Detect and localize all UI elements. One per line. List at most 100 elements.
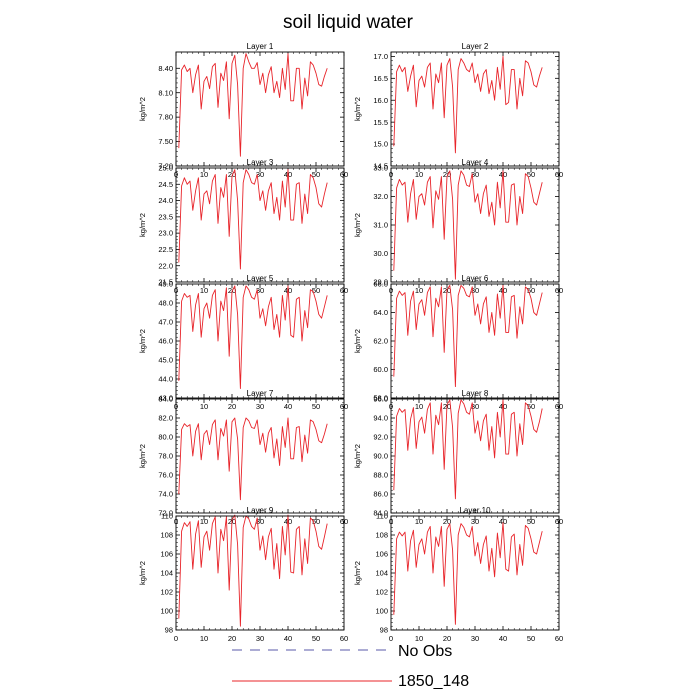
panel-layer-8: Layer 8kg/m^20 10 20 30 40 50 6084.086.088.090… — [353, 389, 563, 526]
xtick-label-layer-8-10: 10 — [415, 517, 423, 526]
xtick-label-layer-8-20: 20 — [443, 517, 451, 526]
plot-frame-layer-8 — [390, 398, 560, 514]
ytick-label-layer-2-3: 16.0 — [373, 96, 388, 105]
ytick-label-layer-5-1: 44.0 — [158, 375, 173, 384]
ytick-label-layer-9-0: 98 — [165, 626, 173, 635]
xtick-label-layer-3-10: 10 — [200, 286, 208, 295]
ytick-label-layer-4-2: 31.0 — [373, 221, 388, 230]
ytick-label-layer-3-2: 22.5 — [158, 245, 173, 254]
ytick-label-layer-3-7: 25.0 — [158, 164, 173, 173]
panel-layer-3: Layer 3kg/m^20 10 20 30 40 50 6021.522.022.523… — [138, 158, 348, 295]
ytick-label-layer-3-3: 23.0 — [158, 229, 173, 238]
series-line-layer-4-0 — [393, 170, 543, 280]
panel-title-layer-2: Layer 2 — [462, 42, 489, 51]
ytick-label-layer-9-1: 100 — [160, 607, 173, 616]
xtick-label-layer-7-10: 10 — [200, 517, 208, 526]
ytick-label-layer-5-6: 49.0 — [158, 280, 173, 289]
xtick-label-layer-9-0: 0 — [174, 634, 178, 643]
panel-title-layer-3: Layer 3 — [247, 158, 274, 167]
ytick-label-layer-7-2: 76.0 — [158, 471, 173, 480]
ytick-label-layer-5-0: 43.0 — [158, 394, 173, 403]
panel-title-layer-9: Layer 9 — [247, 506, 274, 515]
ylabel-layer-4: kg/m^2 — [353, 213, 362, 237]
xtick-label-layer-9-30: 30 — [256, 634, 264, 643]
xtick-label-layer-2-50: 50 — [527, 170, 535, 179]
xtick-label-layer-10-30: 30 — [471, 634, 479, 643]
ytick-label-layer-8-0: 84.0 — [373, 509, 388, 518]
ytick-label-layer-1-1: 7.50 — [158, 137, 173, 146]
series-line-layer-7-0 — [178, 417, 328, 501]
ytick-label-layer-2-2: 15.5 — [373, 118, 388, 127]
xtick-label-layer-8-40: 40 — [499, 517, 507, 526]
xtick-label-layer-7-30: 30 — [256, 517, 264, 526]
ytick-label-layer-2-1: 15.0 — [373, 140, 388, 149]
xtick-label-layer-6-10: 10 — [415, 402, 423, 411]
plot-frame-layer-10 — [390, 515, 560, 631]
ytick-label-layer-10-0: 98 — [380, 626, 388, 635]
ytick-label-layer-2-4: 16.5 — [373, 74, 388, 83]
xtick-label-layer-1-50: 50 — [312, 170, 320, 179]
ytick-label-layer-6-1: 60.0 — [373, 365, 388, 374]
series-line-layer-8-0 — [393, 399, 543, 500]
ytick-label-layer-5-5: 48.0 — [158, 299, 173, 308]
ytick-label-layer-10-2: 102 — [375, 588, 388, 597]
ytick-label-layer-3-1: 22.0 — [158, 261, 173, 270]
plot-frame-layer-5 — [175, 283, 345, 399]
series-line-layer-3-0 — [178, 169, 328, 270]
xtick-label-layer-3-30: 30 — [256, 286, 264, 295]
ylabel-layer-8: kg/m^2 — [353, 444, 362, 468]
ytick-label-layer-8-5: 94.0 — [373, 414, 388, 423]
ytick-label-layer-1-2: 7.80 — [158, 113, 173, 122]
xtick-label-layer-9-50: 50 — [312, 634, 320, 643]
xtick-label-layer-10-20: 20 — [443, 634, 451, 643]
ytick-label-layer-1-4: 8.40 — [158, 64, 173, 73]
xtick-label-layer-4-50: 50 — [527, 286, 535, 295]
xtick-label-layer-9-60: 60 — [340, 634, 348, 643]
panel-title-layer-5: Layer 5 — [247, 274, 274, 283]
series-line-layer-2-0 — [393, 55, 543, 154]
xtick-label-layer-10-40: 40 — [499, 634, 507, 643]
ytick-label-layer-7-1: 74.0 — [158, 490, 173, 499]
series-line-layer-9-0 — [178, 514, 328, 627]
xtick-label-layer-2-30: 30 — [471, 170, 479, 179]
xtick-label-layer-5-10: 10 — [200, 402, 208, 411]
ylabel-layer-7: kg/m^2 — [138, 444, 147, 468]
ytick-label-layer-9-4: 106 — [160, 550, 173, 559]
xtick-label-layer-1-20: 20 — [228, 170, 236, 179]
panels-grid: Layer 1kg/m^20 10 20 30 40 50 607.207.507.808.… — [138, 42, 563, 643]
ytick-label-layer-4-0: 29.0 — [373, 278, 388, 287]
ytick-label-layer-3-0: 21.5 — [158, 278, 173, 287]
panel-layer-5: Layer 5kg/m^20 10 20 30 40 50 6043.044.045.046… — [138, 274, 348, 411]
ytick-label-layer-2-5: 17.0 — [373, 52, 388, 61]
panel-layer-9: Layer 9 kg/m^2 0 10 20 30 40 50 60 98 100 102 104 106… — [138, 506, 348, 643]
series-line-layer-10-0 — [393, 522, 543, 625]
xtick-label-layer-7-50: 50 — [312, 517, 320, 526]
ytick-label-layer-7-0: 72.0 — [158, 509, 173, 518]
ytick-label-layer-3-6: 24.5 — [158, 180, 173, 189]
ytick-label-layer-8-3: 90.0 — [373, 452, 388, 461]
xtick-label-layer-3-50: 50 — [312, 286, 320, 295]
panel-title-layer-4: Layer 4 — [462, 158, 489, 167]
ylabel-layer-10: kg/m^2 — [353, 561, 362, 585]
ytick-label-layer-6-2: 62.0 — [373, 337, 388, 346]
ytick-label-layer-9-2: 102 — [160, 588, 173, 597]
ytick-label-layer-10-6: 110 — [376, 512, 388, 521]
panel-layer-2: Layer 2kg/m^20 10 20 30 40 50 6014.515.015.516… — [353, 42, 563, 179]
panel-title-layer-7: Layer 7 — [247, 389, 274, 398]
ytick-label-layer-8-6: 96.0 — [373, 395, 388, 404]
xtick-label-layer-8-50: 50 — [527, 517, 535, 526]
xtick-label-layer-6-30: 30 — [471, 402, 479, 411]
ytick-label-layer-10-4: 106 — [375, 550, 388, 559]
ytick-label-layer-8-4: 92.0 — [373, 433, 388, 442]
xtick-label-layer-3-20: 20 — [228, 286, 236, 295]
ytick-label-layer-10-1: 100 — [375, 607, 388, 616]
xtick-label-layer-10-0: 0 — [389, 634, 393, 643]
ytick-label-layer-6-0: 58.0 — [373, 394, 388, 403]
xtick-label-layer-5-40: 40 — [284, 402, 292, 411]
xtick-label-layer-8-30: 30 — [471, 517, 479, 526]
xtick-label-layer-5-30: 30 — [256, 402, 264, 411]
series-line-layer-6-0 — [393, 284, 543, 388]
ytick-label-layer-7-6: 84.0 — [158, 395, 173, 404]
xtick-label-layer-9-20: 20 — [228, 634, 236, 643]
